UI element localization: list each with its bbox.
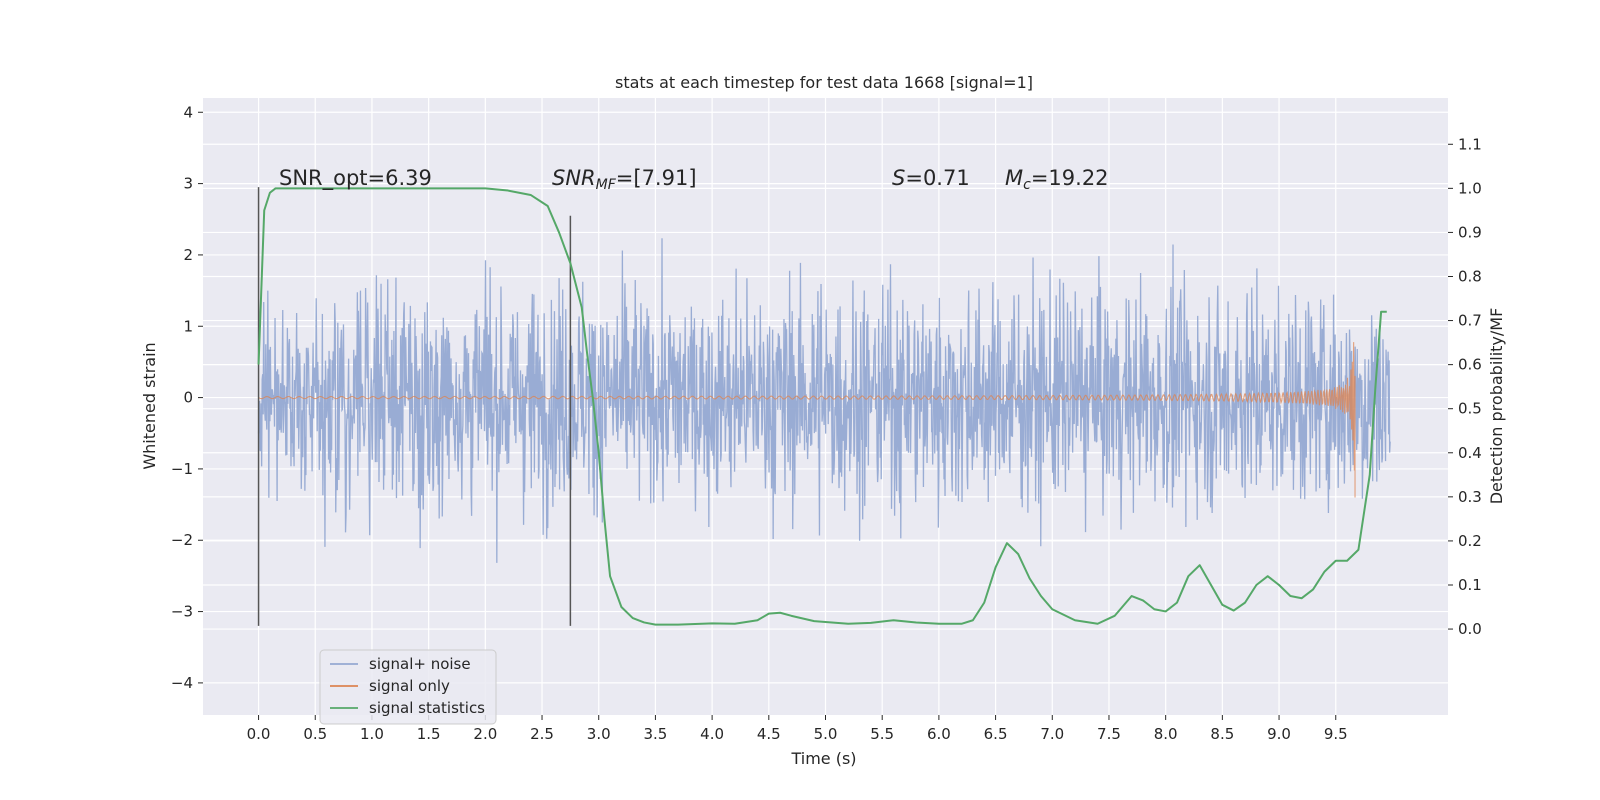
x-tick-label: 2.5: [530, 725, 554, 743]
snr-mf-annotation: SNRMF=[7.91]: [552, 166, 697, 193]
signal-statistics-series: [257, 187, 1387, 626]
x-tick-label: 2.0: [473, 725, 497, 743]
x-tick-label: 5.5: [870, 725, 894, 743]
y-right-tick-label: 0.0: [1458, 620, 1482, 638]
x-tick-label: 6.0: [927, 725, 951, 743]
x-tick-label: 0.5: [303, 725, 327, 743]
y-left-tick-label: 1: [183, 317, 193, 335]
signal-only-line: [258, 342, 1356, 498]
y-right-tick-label: 0.9: [1458, 223, 1482, 241]
snr-opt-annotation: SNR_opt=6.39: [279, 166, 432, 191]
y-right-tick-label: 0.2: [1458, 532, 1482, 550]
y-left-tick-label: 4: [183, 103, 193, 121]
chart-title: stats at each timestep for test data 166…: [615, 73, 1033, 92]
annotations: SNR_opt=6.39 SNRMF=[7.91] S=0.71 Mc=19.2…: [279, 166, 1109, 193]
legend-box: [319, 649, 497, 725]
s-value: =0.71: [905, 166, 969, 190]
y-left-tick-label: −1: [171, 460, 193, 478]
legend-label-signal-noise: signal+ noise: [369, 655, 471, 673]
s-annotation: S=0.71: [892, 166, 970, 190]
y-right-tick-label: 1.1: [1458, 135, 1482, 153]
snr-mf-symbol: SNR: [552, 166, 596, 190]
y-left-tick-label: 0: [183, 389, 193, 407]
y-right-tick-label: 1.0: [1458, 179, 1482, 197]
mc-subscript: c: [1023, 177, 1031, 193]
x-tick-label: 9.0: [1267, 725, 1291, 743]
y-right-tick-label: 0.8: [1458, 267, 1482, 285]
y-right-tick-label: 0.1: [1458, 576, 1482, 594]
x-tick-label: 1.5: [417, 725, 441, 743]
snr-mf-subscript: MF: [596, 177, 617, 193]
x-tick-label: 8.5: [1210, 725, 1234, 743]
y-right-tick-label: 0.6: [1458, 356, 1482, 374]
mc-value: =19.22: [1031, 166, 1109, 190]
signal-noise-line: [257, 238, 1391, 563]
s-symbol: S: [892, 166, 905, 190]
y-left-tick-label: −3: [171, 603, 193, 621]
signal-statistics-line: [257, 187, 1387, 626]
right-y-axis-ticks: 1.1 1.0 0.9 0.8 0.7 0.6 0.5 0.4 0.3 0.2 0.1 0.0: [1448, 135, 1482, 638]
x-tick-label: 5.0: [814, 725, 838, 743]
x-tick-label: 0.0: [247, 725, 271, 743]
y-left-tick-label: 3: [183, 175, 193, 193]
x-tick-label: 6.5: [984, 725, 1008, 743]
y-right-tick-label: 0.3: [1458, 488, 1482, 506]
snr-mf-value: =[7.91]: [616, 166, 697, 190]
legend-label-signal-only: signal only: [369, 677, 450, 695]
vertical-markers: [257, 187, 572, 626]
x-tick-label: 3.0: [587, 725, 611, 743]
y-right-tick-label: 0.5: [1458, 400, 1482, 418]
x-tick-label: 8.0: [1154, 725, 1178, 743]
x-tick-label: 7.5: [1097, 725, 1121, 743]
y-left-tick-label: 2: [183, 246, 193, 264]
x-axis-ticks: 0.0 0.5 1.0 1.5 2.0 2.5 3.0 3.5 4.0 4.5 5.0 5.5 6.0 6…: [247, 715, 1348, 743]
x-tick-label: 1.0: [360, 725, 384, 743]
mc-symbol: M: [1005, 166, 1023, 190]
right-y-axis-label: Detection probability/MF: [1487, 308, 1506, 505]
left-y-axis-label: Whitened strain: [140, 342, 159, 469]
x-tick-label: 9.5: [1324, 725, 1348, 743]
y-right-tick-label: 0.7: [1458, 312, 1482, 330]
legend-label-signal-statistics: signal statistics: [369, 699, 485, 717]
legend: signal+ noise signal only signal statist…: [319, 649, 497, 725]
x-tick-label: 7.0: [1040, 725, 1064, 743]
y-left-tick-label: −4: [171, 674, 193, 692]
x-axis-label: Time (s): [790, 749, 856, 768]
mc-annotation: Mc=19.22: [1005, 166, 1109, 193]
y-left-tick-label: −2: [171, 531, 193, 549]
signal-noise-series: [257, 238, 1391, 563]
x-tick-label: 4.0: [700, 725, 724, 743]
left-y-axis-ticks: 4 3 2 1 0 −1 −2 −3 −4: [171, 103, 203, 692]
x-tick-label: 4.5: [757, 725, 781, 743]
y-right-tick-label: 0.4: [1458, 444, 1482, 462]
signal-only-series: [258, 342, 1356, 498]
x-tick-label: 3.5: [643, 725, 667, 743]
